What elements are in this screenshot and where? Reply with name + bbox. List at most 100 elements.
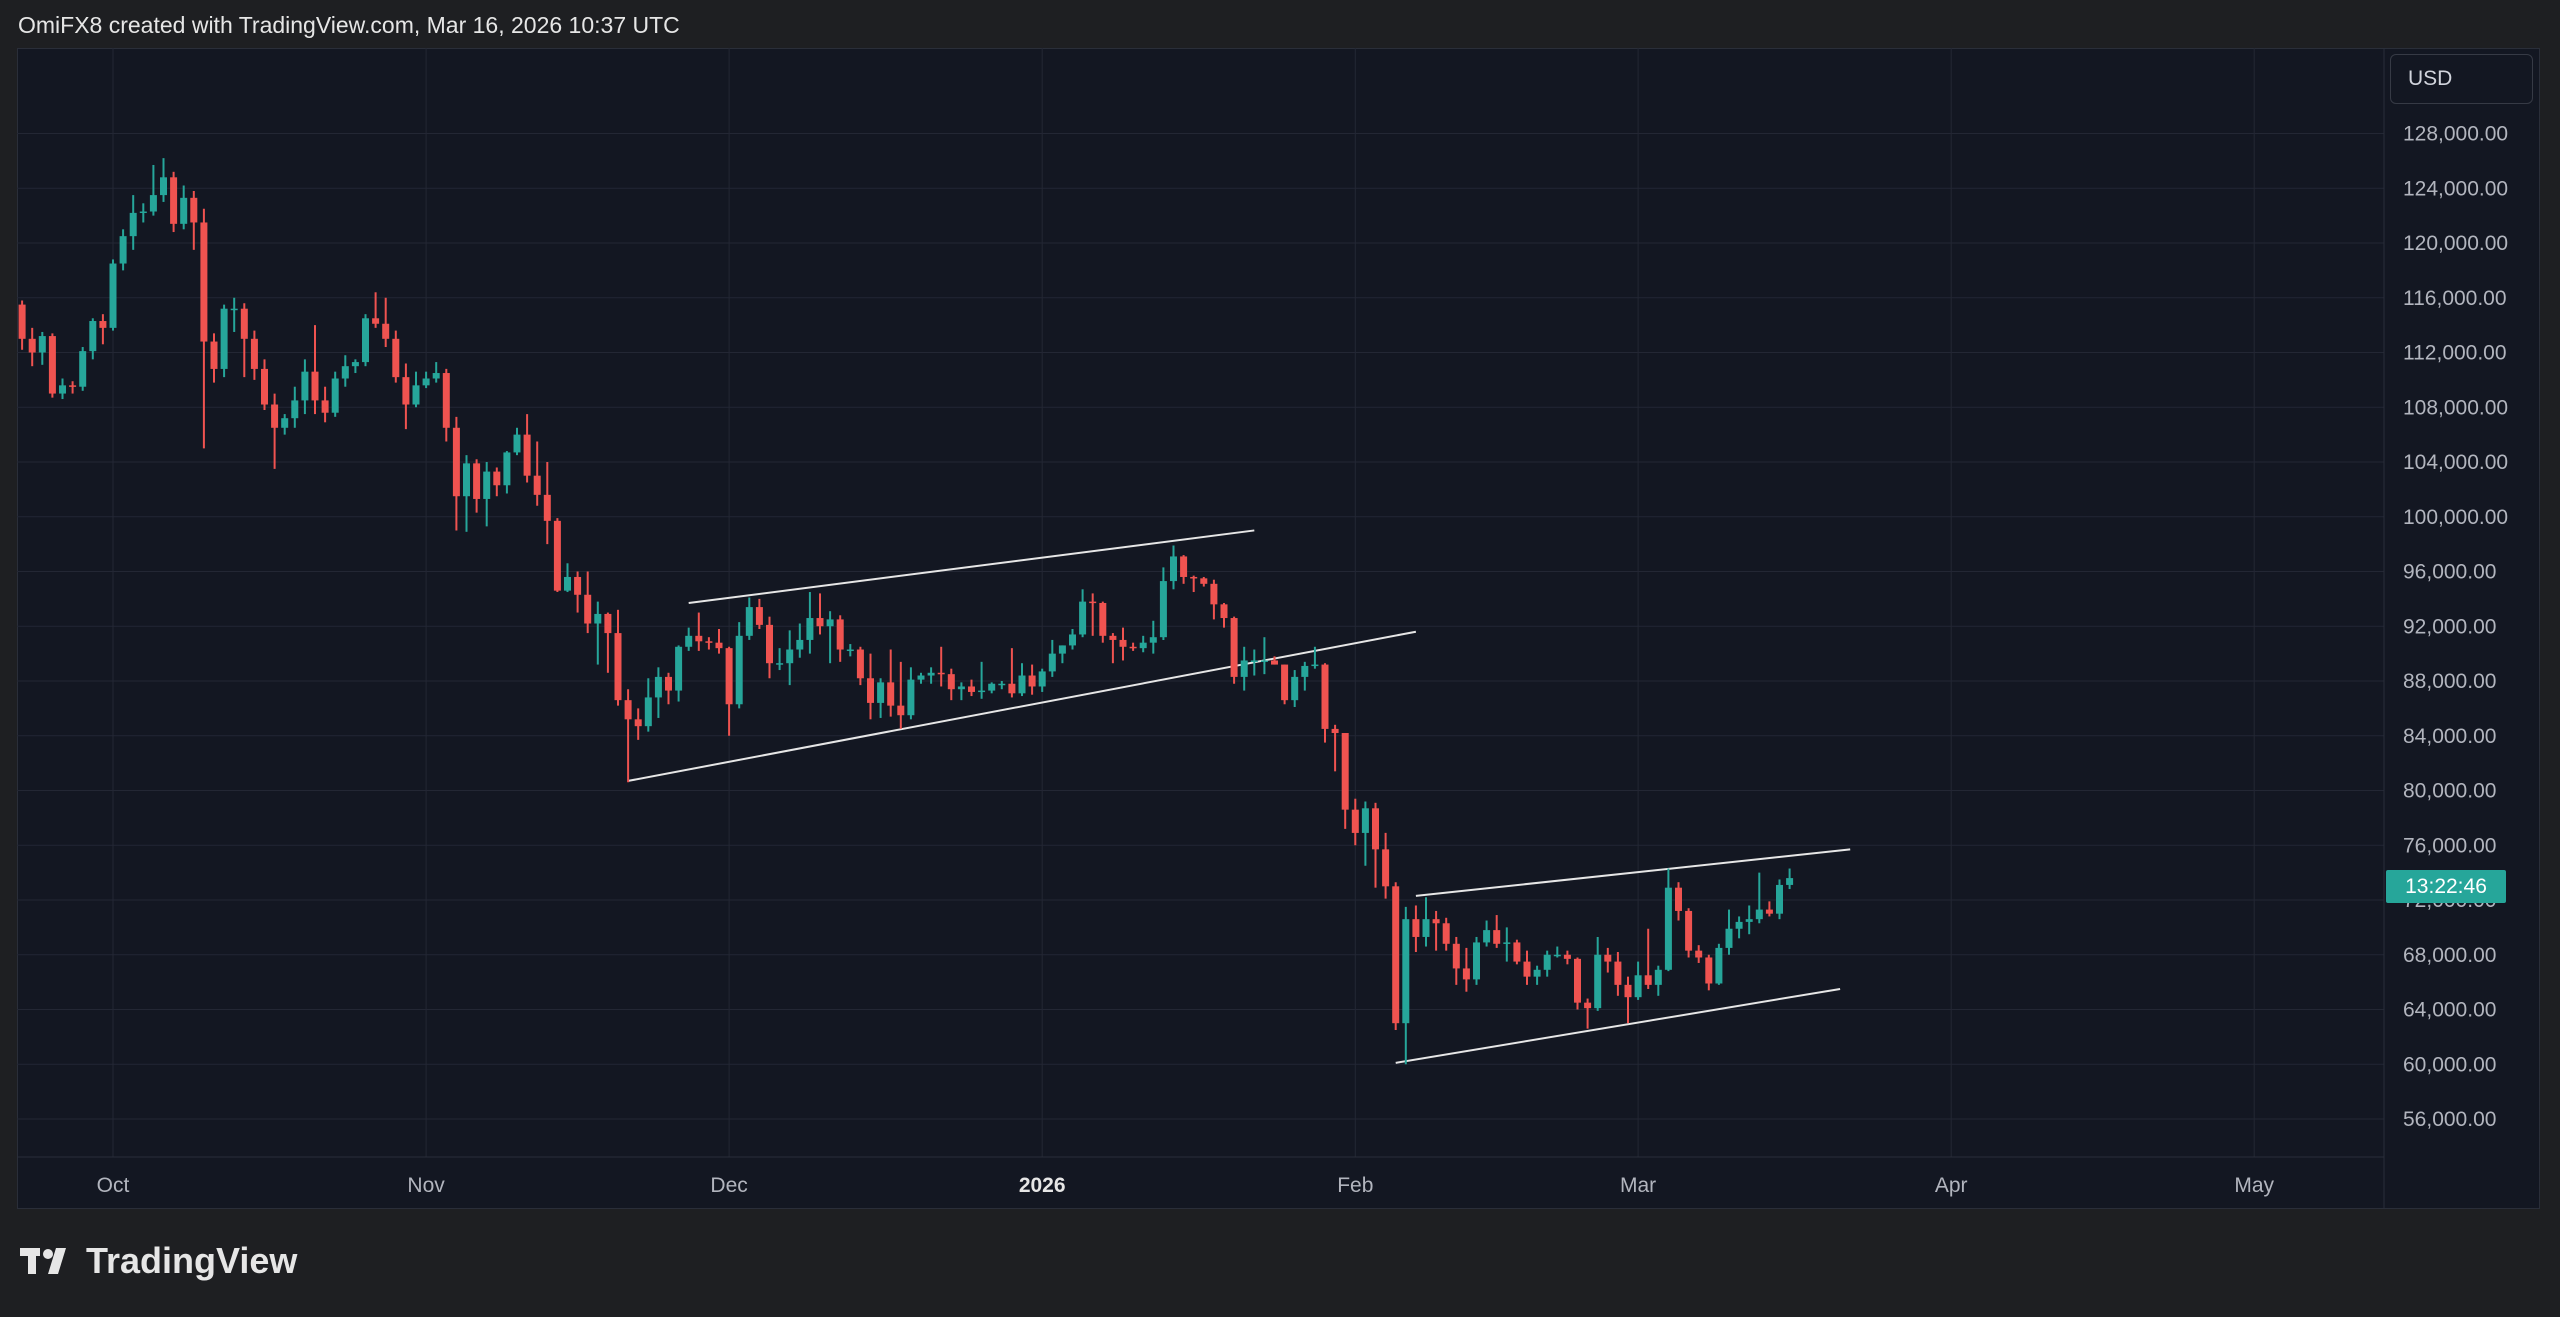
time-tick-label: Dec [710, 1174, 747, 1197]
candle-body [1240, 660, 1248, 677]
candle-body [917, 675, 925, 680]
candle-body [998, 683, 1006, 686]
candle-body [1412, 919, 1420, 937]
candle-body [725, 648, 733, 705]
candle-body [99, 321, 107, 328]
candle-body [230, 308, 238, 311]
candle-body [129, 212, 137, 237]
price-tick-label: 100,000.00 [2403, 506, 2508, 529]
candle-body [1543, 954, 1551, 970]
candle-body [362, 318, 369, 363]
candle-body [1483, 930, 1491, 943]
candle-body [1776, 884, 1783, 914]
candle-body [1321, 664, 1329, 729]
candle-body [1048, 653, 1056, 672]
candle-body [755, 607, 763, 625]
price-tick-label: 84,000.00 [2403, 725, 2496, 748]
candle-body [1311, 664, 1319, 667]
candle-body [1563, 954, 1571, 959]
candle-body [584, 594, 592, 624]
candle-body [1644, 975, 1652, 985]
candle-body [160, 177, 167, 196]
candle-body [685, 635, 693, 647]
candle-body [776, 663, 784, 665]
candle-body [1351, 809, 1359, 833]
candle-body [442, 373, 450, 428]
price-tick-label: 64,000.00 [2403, 999, 2496, 1022]
candle-body [553, 520, 561, 591]
candle-body [200, 222, 208, 342]
candle-body [1180, 556, 1188, 577]
candle-body [1028, 675, 1036, 687]
candle-body [1018, 675, 1026, 694]
candle-body [1170, 556, 1177, 582]
candle-body [1200, 578, 1208, 584]
candle-body [867, 678, 874, 703]
tradingview-logo-text: TradingView [86, 1240, 298, 1281]
candle-body [978, 690, 986, 693]
candle-body [1432, 919, 1440, 924]
candle-body [654, 676, 662, 698]
candle-body [1685, 910, 1693, 951]
candle-body [1210, 583, 1218, 605]
candle-body [988, 683, 996, 691]
candle-body [1493, 930, 1501, 944]
candle-body [1250, 660, 1258, 662]
candle-body [816, 618, 824, 627]
price-tick-label: 88,000.00 [2403, 670, 2496, 693]
time-axis: Oct Nov Dec 2026 Feb Mar Apr May [97, 1174, 2275, 1197]
grid-lines [17, 48, 2384, 1157]
candle-body [271, 404, 279, 428]
candle-body [1291, 676, 1299, 701]
candle-body [644, 697, 652, 727]
candle-body [190, 197, 198, 223]
candle-body [1473, 942, 1480, 980]
candle-body [1553, 954, 1561, 957]
candle-body [1089, 601, 1097, 604]
candle-body [1523, 961, 1531, 977]
candle-body [1159, 581, 1167, 638]
candle-body [695, 635, 703, 642]
candle-body [170, 177, 178, 224]
candle-body [180, 197, 188, 224]
chart-panel[interactable] [17, 48, 2540, 1209]
candle-body [412, 385, 420, 405]
candle-body [139, 211, 147, 214]
candle-body [887, 682, 895, 706]
candle-body [1786, 878, 1794, 885]
candle-body [594, 613, 602, 624]
candle-body [240, 308, 248, 339]
candle-body [806, 618, 814, 640]
price-tick-label: 60,000.00 [2403, 1053, 2496, 1076]
currency-selector[interactable]: USD [2390, 54, 2533, 104]
candle-body [1008, 683, 1016, 694]
time-tick-label: Mar [1620, 1174, 1656, 1197]
price-tick-label: 128,000.00 [2403, 123, 2508, 146]
candle-body [1664, 887, 1672, 970]
time-tick-label: Feb [1337, 1174, 1373, 1197]
candle-body [483, 471, 491, 499]
candle-body [947, 674, 955, 690]
candle-body [341, 366, 349, 379]
candle-body [48, 336, 56, 394]
candle-body [846, 649, 854, 652]
candle-body [89, 321, 97, 352]
price-tick-label: 104,000.00 [2403, 451, 2508, 474]
candle-body [1735, 921, 1743, 929]
trendline-channel-2-upper [1415, 848, 1851, 897]
candle-body [745, 607, 753, 636]
candle-body [210, 341, 218, 369]
candle-body [766, 624, 773, 664]
candle-body [301, 371, 309, 401]
candle-body [1372, 808, 1379, 850]
candle-body [1442, 923, 1450, 944]
tradingview-logo[interactable]: TradingView [20, 1240, 297, 1282]
candle-body [968, 686, 975, 692]
candle-body [1745, 919, 1753, 922]
candle-body [1038, 671, 1046, 687]
candle-body [1584, 1002, 1592, 1009]
candle-body [1462, 968, 1470, 980]
candle-body [836, 619, 844, 650]
time-tick-label: Nov [407, 1174, 445, 1197]
